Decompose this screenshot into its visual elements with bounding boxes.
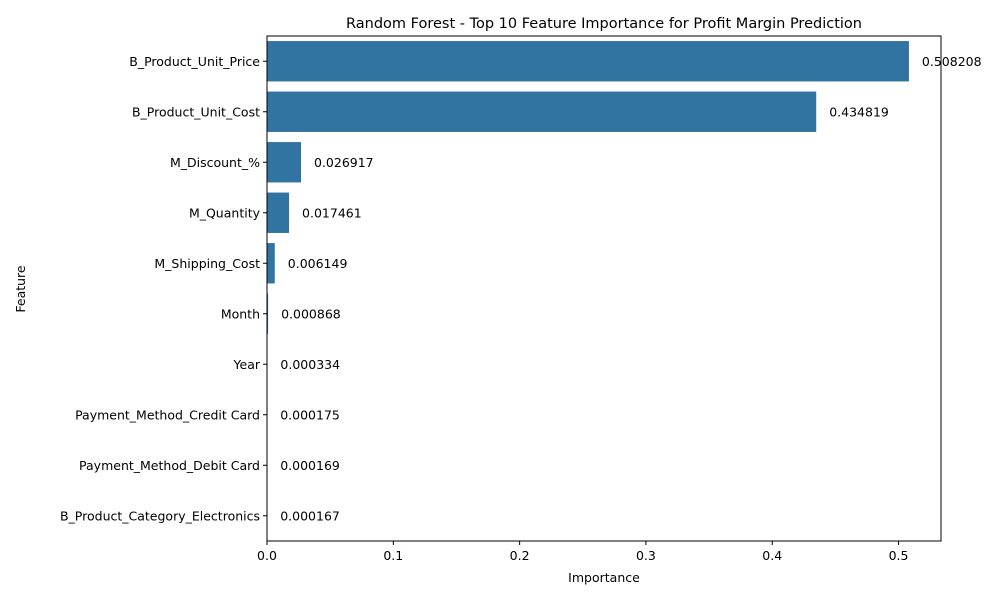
bar-value-label-1: 0.434819: [829, 104, 889, 119]
y-axis-ticks: B_Product_Unit_Price B_Product_Unit_Cost M…: [60, 54, 267, 523]
bar-value-label-7: 0.000175: [280, 407, 340, 422]
bar-value-label-9: 0.000167: [280, 508, 340, 523]
bar-5: [267, 293, 269, 334]
bar-value-label-4: 0.006149: [288, 256, 348, 271]
bar-3: [267, 192, 290, 233]
x-tick-label-0: 0.0: [257, 548, 277, 563]
x-axis-label: Importance: [568, 570, 640, 585]
y-tick-label-1: B_Product_Unit_Cost: [132, 104, 260, 119]
bar-value-label-6: 0.000334: [280, 357, 340, 372]
y-tick-label-4: M_Shipping_Cost: [154, 256, 260, 271]
x-tick-label-1: 0.1: [383, 548, 403, 563]
bar-4: [267, 243, 275, 284]
plot-area-frame: [266, 35, 942, 542]
y-tick-label-9: B_Product_Category_Electronics: [60, 508, 260, 523]
y-tick-label-5: Month: [221, 306, 260, 321]
y-tick-label-6: Year: [233, 357, 261, 372]
bar-1: [267, 91, 817, 132]
bars-group: [267, 41, 909, 536]
x-axis-ticks: 0.0 0.1 0.2 0.3 0.4 0.5: [257, 541, 909, 563]
y-tick-label-7: Payment_Method_Credit Card: [75, 407, 260, 422]
y-axis-label: Feature: [13, 265, 28, 313]
chart-title: Random Forest - Top 10 Feature Importanc…: [346, 16, 862, 32]
bar-0: [267, 41, 909, 82]
y-tick-label-8: Payment_Method_Debit Card: [79, 458, 260, 473]
x-tick-label-5: 0.5: [889, 548, 909, 563]
data-labels-group: 0.508208 0.434819 0.026917 0.017461 0.006149…: [280, 54, 981, 524]
x-tick-label-4: 0.4: [762, 548, 782, 563]
y-tick-label-3: M_Quantity: [189, 205, 261, 220]
bar-value-label-3: 0.017461: [302, 205, 362, 220]
bar-value-label-2: 0.026917: [314, 155, 374, 170]
y-tick-label-2: M_Discount_%: [170, 155, 260, 170]
bar-value-label-0: 0.508208: [922, 54, 982, 69]
bar-2: [267, 142, 301, 183]
bar-value-label-8: 0.000169: [280, 458, 340, 473]
x-tick-label-3: 0.3: [636, 548, 656, 563]
y-tick-label-0: B_Product_Unit_Price: [129, 54, 260, 69]
x-tick-label-2: 0.2: [510, 548, 530, 563]
bar-value-label-5: 0.000868: [281, 306, 341, 321]
